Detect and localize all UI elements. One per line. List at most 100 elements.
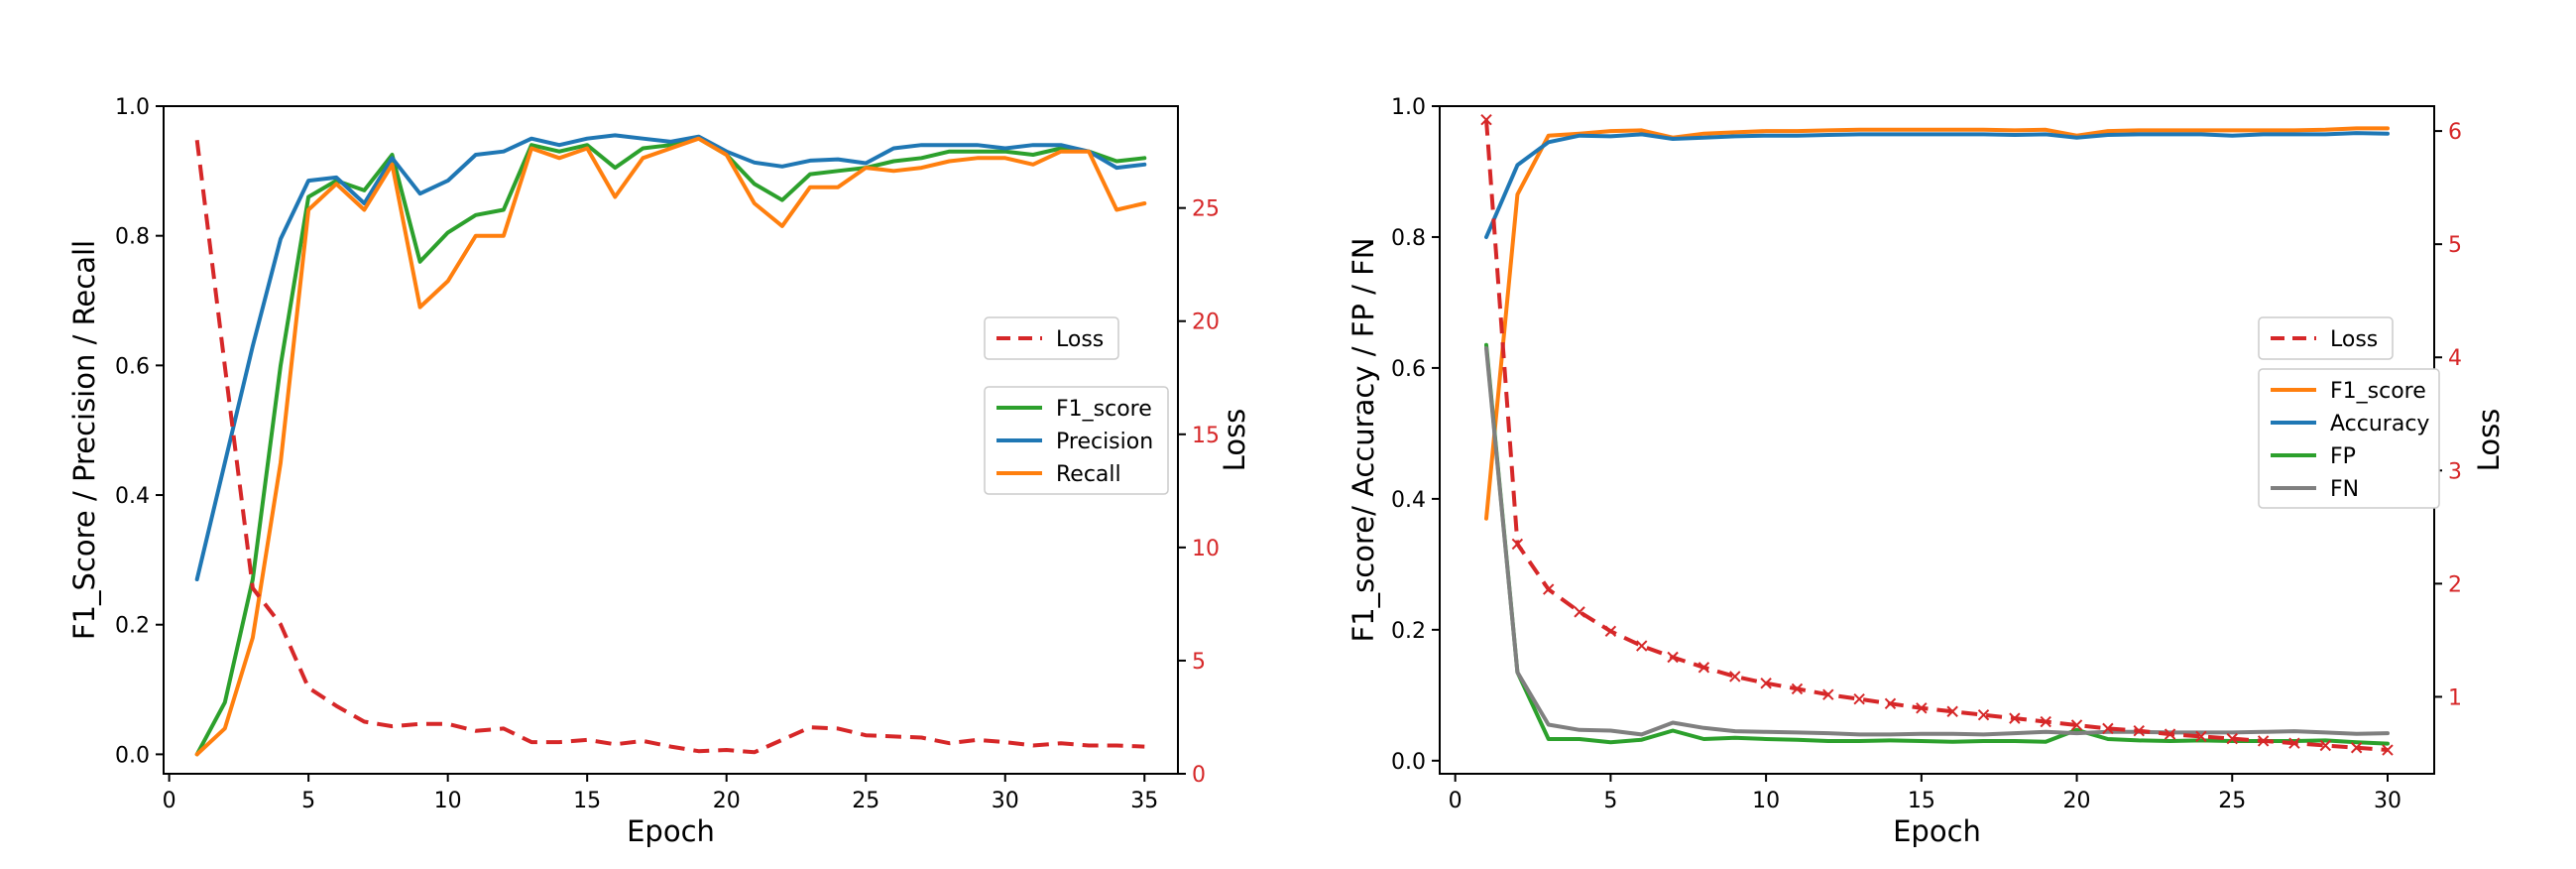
loss-marker (1884, 697, 1897, 709)
loss-marker (1667, 651, 1679, 664)
legend-box (2258, 368, 2440, 509)
y-tick-label: 0.0 (1391, 750, 1426, 775)
loss-marker (1822, 688, 1834, 700)
loss-marker (1977, 708, 1990, 721)
y2-axis-label: Loss (1218, 409, 1251, 472)
loss-marker (1574, 606, 1585, 618)
series-line-fp (1484, 342, 2390, 746)
loss-marker (1853, 693, 1865, 705)
legend-label-loss: Loss (1056, 327, 1104, 352)
loss-marker (2319, 739, 2332, 752)
series-line-recall (194, 136, 1147, 757)
loss-marker (1791, 683, 1804, 695)
y-tick-label: 0.2 (115, 614, 150, 639)
loss-marker (2070, 719, 2083, 731)
loss-marker (1916, 702, 1928, 714)
x-tick-label: 30 (992, 789, 1019, 813)
loss-marker (1511, 538, 1524, 551)
series-line-loss (1484, 119, 2389, 752)
legend-box (984, 386, 1169, 495)
y-tick-label: 1.0 (1391, 95, 1426, 120)
loss-marker (2226, 732, 2238, 745)
x-tick-label: 15 (1908, 789, 1935, 813)
loss-marker (1542, 583, 1555, 595)
x-tick-label: 0 (163, 789, 176, 813)
y2-tick-label: 10 (1192, 537, 1220, 561)
x-tick-label: 20 (2063, 789, 2091, 813)
loss-marker (2257, 735, 2270, 747)
loss-marker (2102, 722, 2114, 735)
series-line-f1_score (1484, 126, 2390, 521)
legend-label-fn: FN (2330, 477, 2359, 502)
loss-marker (1480, 113, 1492, 126)
series-line-f1_score (194, 136, 1147, 757)
x-axis-label: Epoch (627, 814, 715, 848)
plot-frame (163, 105, 1179, 775)
y2-tick-label: 0 (1192, 763, 1206, 788)
legend-label-f1_score: F1_score (1056, 397, 1152, 422)
y2-tick-label: 2 (2448, 572, 2462, 597)
y2-tick-label: 20 (1192, 310, 1220, 335)
loss-marker (1636, 640, 1648, 652)
y2-tick-label: 4 (2448, 346, 2462, 371)
y-tick-label: 0.8 (1391, 226, 1426, 251)
loss-marker (1604, 625, 1617, 637)
y-tick-label: 0.0 (115, 743, 150, 768)
x-tick-label: 35 (1130, 789, 1158, 813)
loss-marker (1729, 671, 1741, 683)
legend-label-fp: FP (2330, 444, 2356, 469)
y2-tick-label: 5 (2448, 233, 2462, 258)
y2-tick-label: 15 (1192, 424, 1220, 448)
right-chart: 0 5 10 15 20 25 30 0.0 0.2 0.4 0.6 0.8 1.0 1 2 3 4 5 6 Epoc… (1347, 95, 2506, 848)
x-tick-label: 5 (1603, 789, 1617, 813)
left-chart: 0 5 10 15 20 25 30 35 0.0 0.2 0.4 0.6 0.8 1.0 0 5 10 15 20… (67, 95, 1251, 848)
legend-box (2258, 316, 2394, 360)
x-tick-label: 20 (713, 789, 741, 813)
loss-marker (2288, 737, 2300, 749)
y-tick-label: 0.8 (115, 225, 150, 250)
y2-axis-label: Loss (2472, 409, 2506, 472)
x-tick-label: 10 (434, 789, 462, 813)
x-tick-label: 0 (1449, 789, 1463, 813)
x-axis-label: Epoch (1893, 814, 1981, 848)
loss-marker (2040, 715, 2051, 728)
legend-label-f1_score: F1_score (2330, 379, 2426, 404)
loss-marker (2382, 744, 2394, 756)
y2-tick-label: 25 (1192, 197, 1220, 222)
legend-label-recall: Recall (1056, 462, 1121, 487)
y2-tick-label: 1 (2448, 685, 2462, 710)
legend-label-accuracy: Accuracy (2330, 412, 2429, 436)
loss-marker (2009, 712, 2021, 724)
y-axis-label: F1_score/ Accuracy / FP / FN (1347, 238, 1380, 643)
y2-tick-label: 5 (1192, 650, 1206, 675)
loss-marker (2350, 742, 2363, 754)
y-tick-label: 0.4 (1391, 488, 1426, 513)
y-tick-label: 0.6 (1391, 357, 1426, 382)
x-tick-label: 25 (852, 789, 879, 813)
legend-box (984, 316, 1119, 360)
y-axis-label: F1_Score / Precision / Recall (67, 240, 101, 640)
x-tick-label: 10 (1752, 789, 1780, 813)
loss-marker (1946, 705, 1958, 717)
x-tick-label: 25 (2218, 789, 2246, 813)
loss-marker (1698, 662, 1710, 674)
x-tick-label: 5 (301, 789, 315, 813)
series-line-accuracy (1484, 131, 2390, 239)
legend-label-loss: Loss (2330, 327, 2378, 352)
x-tick-label: 15 (573, 789, 601, 813)
y-tick-label: 0.6 (115, 354, 150, 379)
loss-marker (2133, 724, 2145, 737)
y-tick-label: 0.2 (1391, 619, 1426, 644)
legend-label-precision: Precision (1056, 430, 1153, 454)
y-tick-label: 1.0 (115, 95, 150, 120)
y2-tick-label: 3 (2448, 459, 2462, 484)
x-tick-label: 30 (2374, 789, 2401, 813)
y2-tick-label: 6 (2448, 120, 2462, 145)
series-line-fn (1484, 346, 2390, 737)
series-line-precision (194, 133, 1147, 581)
loss-marker (2164, 728, 2176, 740)
series-line-loss (194, 139, 1145, 755)
y-tick-label: 0.4 (115, 484, 150, 509)
loss-marker (1760, 678, 1772, 689)
